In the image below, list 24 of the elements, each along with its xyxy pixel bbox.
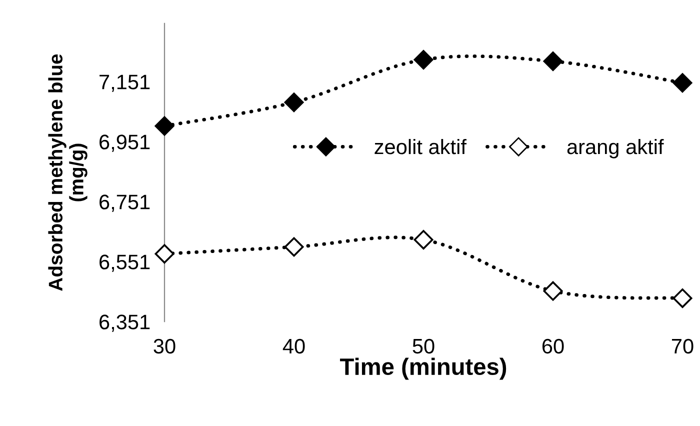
point xyxy=(414,50,434,70)
x-tick-label: 40 xyxy=(282,338,305,354)
x-axis-title: Time (minutes) xyxy=(340,358,506,380)
point xyxy=(284,92,304,112)
y-tick-label: 6,551 xyxy=(100,254,150,272)
y-tick-label: 6,951 xyxy=(100,134,150,152)
legend-label: zeolit aktif xyxy=(374,138,467,154)
legend-label: arang aktif xyxy=(567,138,664,158)
y-tick-label: 6,751 xyxy=(100,194,150,212)
x-tick-label: 30 xyxy=(154,338,176,354)
x-tick-label: 60 xyxy=(542,338,564,354)
point xyxy=(543,281,563,301)
point xyxy=(672,73,692,93)
x-tick-label: 70 xyxy=(672,338,694,354)
point xyxy=(672,288,692,308)
point xyxy=(543,51,563,71)
point xyxy=(414,230,434,250)
point xyxy=(284,237,304,257)
y-axis-title: Adsorbed methylene blue (mg/g) xyxy=(48,54,88,291)
x-tick-label: 50 xyxy=(412,338,434,354)
point xyxy=(154,244,174,264)
y-tick-label: 7,151 xyxy=(100,74,150,92)
point xyxy=(154,116,174,136)
y-tick-label: 6,351 xyxy=(100,314,150,332)
